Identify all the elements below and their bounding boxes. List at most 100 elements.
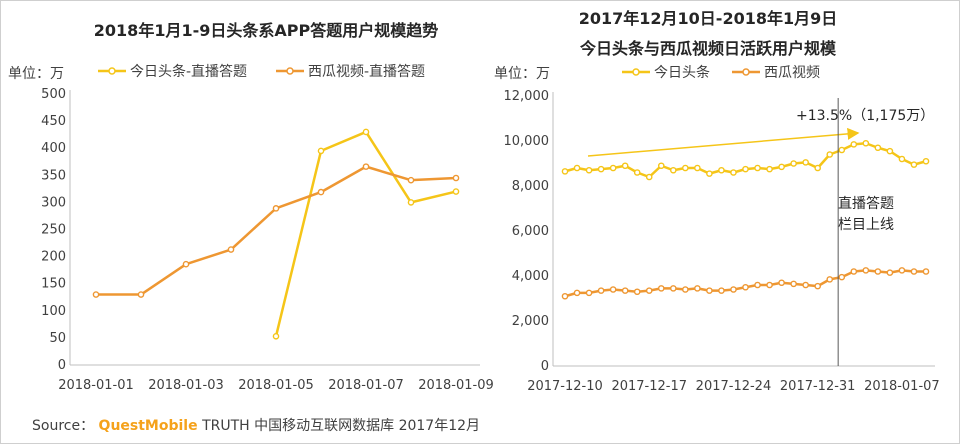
left-xtick-label: 2018-01-03	[148, 378, 224, 393]
right-point-toutiao	[573, 164, 581, 172]
right-legend-xigua-marker	[742, 68, 750, 76]
right-point-xigua	[585, 289, 593, 297]
right-point-xigua	[838, 273, 846, 281]
right-point-toutiao	[694, 164, 701, 172]
left-legend: 今日头条-直播答题 西瓜视频-直播答题	[98, 63, 425, 80]
right-point-toutiao	[898, 155, 906, 163]
right-point-xigua	[778, 279, 785, 287]
left-axes: 0 50 100 150 200 250 300 350 400 450 500 2018-01-01…	[41, 87, 494, 393]
right-axes: 0 2,000 4,000 6,000 8,000 10,000 12,000 2017-12…	[504, 89, 940, 394]
left-point-toutiao	[407, 199, 415, 206]
right-xtick-label: 2017-12-24	[696, 379, 772, 394]
right-point-xigua	[670, 285, 677, 292]
right-point-toutiao	[850, 141, 858, 148]
right-chart-title-line1: 2017年12月10日-2018年1月9日	[579, 9, 838, 28]
right-point-toutiao	[706, 170, 713, 177]
right-xtick-label: 2017-12-31	[780, 379, 856, 394]
left-ytick-label: 200	[41, 250, 66, 265]
right-point-xigua	[886, 269, 894, 276]
right-point-xigua	[718, 287, 725, 294]
right-unit-label: 单位：万	[494, 66, 550, 82]
right-point-toutiao	[742, 165, 749, 173]
left-ytick-label: 250	[41, 223, 66, 238]
source-text: TRUTH 中国移动互联网数据库 2017年12月	[202, 418, 481, 434]
left-point-xigua	[362, 163, 370, 170]
left-ytick-label: 150	[41, 277, 66, 292]
right-point-toutiao	[561, 168, 569, 175]
right-legend-toutiao-marker	[632, 68, 640, 76]
right-point-toutiao	[922, 157, 930, 165]
right-point-toutiao	[838, 146, 846, 154]
left-point-xigua	[452, 174, 460, 182]
left-legend-xigua-label: 西瓜视频-直播答题	[308, 63, 425, 80]
right-point-xigua	[826, 276, 834, 283]
right-point-toutiao	[886, 147, 894, 155]
right-point-toutiao	[754, 164, 761, 172]
right-point-toutiao	[802, 159, 809, 166]
right-series-line-xigua	[564, 269, 926, 298]
right-point-toutiao	[718, 166, 725, 174]
growth-arrow	[587, 127, 860, 157]
right-point-xigua	[633, 288, 641, 296]
left-ytick-label: 50	[49, 331, 66, 346]
left-point-xigua	[407, 176, 415, 184]
right-point-toutiao	[597, 165, 605, 173]
left-ytick-label: 350	[41, 168, 66, 183]
left-unit-label: 单位：万	[8, 66, 64, 82]
left-series	[92, 128, 460, 340]
right-point-xigua	[874, 268, 882, 275]
right-point-xigua	[802, 281, 809, 289]
right-point-toutiao	[862, 139, 870, 147]
right-legend: 今日头条 西瓜视频	[622, 64, 820, 81]
right-ytick-label: 4,000	[512, 269, 549, 284]
right-point-toutiao	[633, 169, 641, 176]
right-point-xigua	[910, 268, 918, 275]
right-series	[561, 139, 930, 300]
right-point-xigua	[609, 286, 617, 293]
left-point-toutiao	[362, 128, 370, 136]
event-annotation-line2: 栏目上线	[838, 217, 894, 233]
right-point-toutiao	[826, 151, 834, 158]
right-point-xigua	[694, 285, 701, 292]
right-point-toutiao	[645, 173, 653, 181]
right-point-toutiao	[585, 166, 593, 174]
right-point-toutiao	[682, 164, 689, 172]
right-point-toutiao	[814, 164, 822, 172]
left-ytick-label: 0	[58, 358, 66, 373]
left-legend-xigua-marker	[286, 67, 294, 75]
right-point-xigua	[742, 283, 749, 291]
right-ytick-label: 2,000	[512, 314, 549, 329]
right-point-xigua	[657, 285, 665, 292]
right-point-xigua	[645, 287, 653, 294]
left-xtick-label: 2018-01-05	[238, 378, 314, 393]
left-xtick-label: 2018-01-09	[418, 378, 494, 393]
right-point-toutiao	[778, 163, 785, 171]
left-point-xigua	[317, 188, 325, 196]
right-point-xigua	[561, 292, 569, 300]
source-brand: QuestMobile	[98, 418, 198, 434]
right-point-xigua	[621, 287, 629, 294]
left-ytick-label: 450	[41, 114, 66, 129]
left-series-line-toutiao	[274, 130, 457, 337]
right-point-xigua	[597, 287, 605, 294]
left-ytick-label: 400	[41, 141, 66, 156]
right-point-xigua	[814, 282, 822, 290]
right-point-toutiao	[609, 164, 617, 172]
left-point-toutiao	[317, 147, 325, 155]
right-point-toutiao	[874, 144, 882, 152]
source-footer: Source： QuestMobile TRUTH 中国移动互联网数据库 201…	[32, 415, 480, 435]
right-point-xigua	[766, 281, 773, 289]
right-point-xigua	[922, 268, 930, 275]
left-xtick-label: 2018-01-07	[328, 378, 404, 393]
left-ytick-label: 100	[41, 304, 66, 319]
left-point-xigua	[137, 291, 145, 298]
right-point-xigua	[682, 286, 689, 293]
right-xtick-label: 2017-12-17	[611, 379, 687, 394]
left-legend-toutiao-marker	[108, 67, 116, 75]
right-chart-title-line2: 今日头条与西瓜视频日活跃用户规模	[579, 39, 837, 58]
right-ytick-label: 12,000	[504, 89, 550, 104]
right-ytick-label: 6,000	[512, 224, 549, 239]
right-point-xigua	[898, 267, 906, 274]
left-point-xigua	[272, 205, 280, 212]
